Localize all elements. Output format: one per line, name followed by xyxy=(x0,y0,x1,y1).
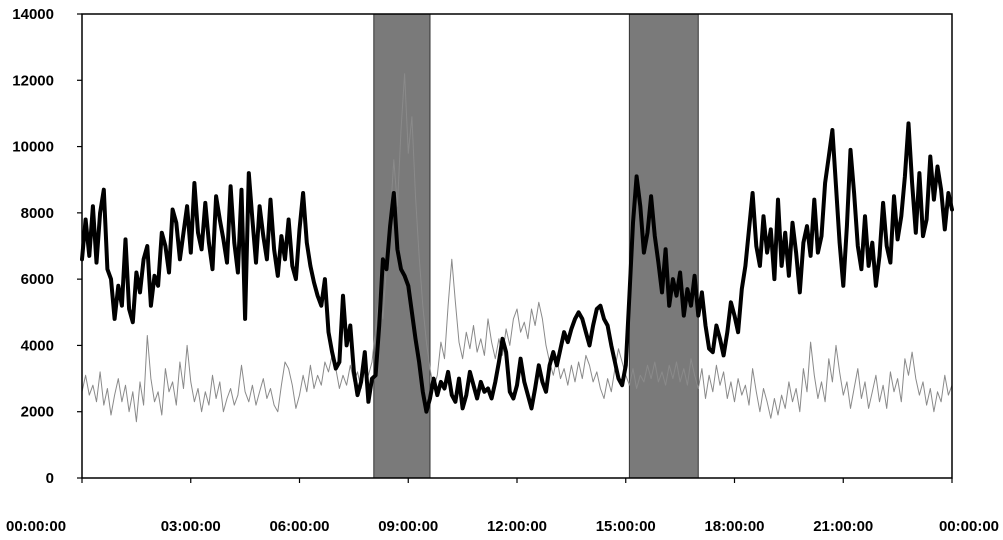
y-tick-label: 12000 xyxy=(12,72,54,89)
shaded-band-2 xyxy=(628,13,699,479)
x-tick-label: 09:00:00 xyxy=(378,518,438,535)
x-tick-label: 00:00:00 xyxy=(939,518,999,535)
y-tick-label: 14000 xyxy=(12,6,54,23)
y-tick-label: 2000 xyxy=(21,404,54,421)
x-tick-label: 15:00:00 xyxy=(596,518,656,535)
y-tick-label: 4000 xyxy=(21,337,54,354)
shaded-band-1 xyxy=(373,13,431,479)
y-tick-label: 0 xyxy=(46,470,54,487)
x-axis-ticks: 00:00:00 03:00:00 06:00:00 09:00:00 12:00:00… xyxy=(6,478,999,535)
x-tick-label: 21:00:00 xyxy=(813,518,873,535)
x-tick-label: 18:00:00 xyxy=(704,518,764,535)
x-tick-label: 06:00:00 xyxy=(269,518,329,535)
y-tick-label: 6000 xyxy=(21,271,54,288)
y-tick-label: 10000 xyxy=(12,139,54,156)
x-tick-label: 12:00:00 xyxy=(487,518,547,535)
series-layer xyxy=(80,73,954,423)
y-axis-ticks: 0 2000 4000 6000 8000 10000 12000 14000 xyxy=(12,6,82,487)
x-tick-label: 00:00:00 xyxy=(6,518,66,535)
series-line-thin xyxy=(81,73,953,423)
x-tick-label: 03:00:00 xyxy=(161,518,221,535)
y-tick-label: 8000 xyxy=(21,205,54,222)
series-line-thick xyxy=(80,121,954,414)
